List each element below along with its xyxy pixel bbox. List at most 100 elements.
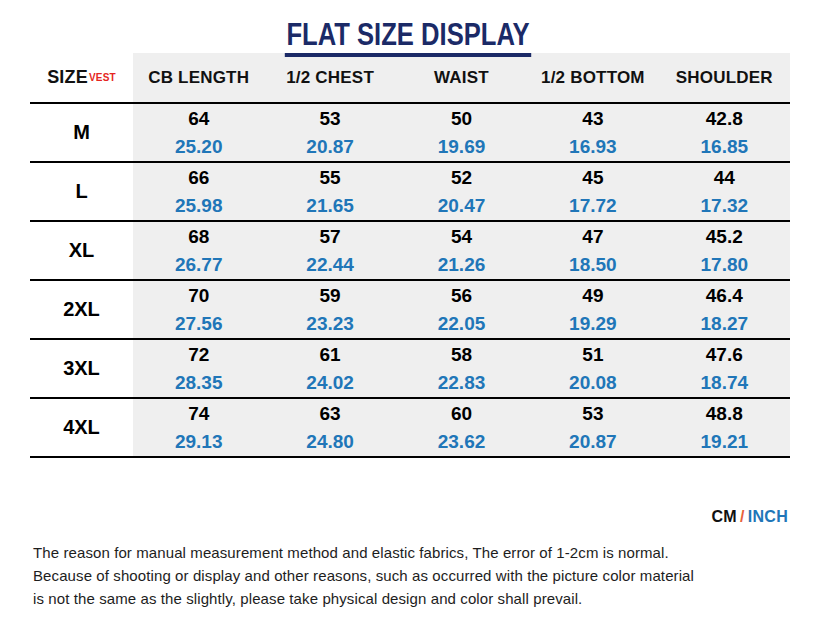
cm-value: 58 xyxy=(451,341,472,369)
cm-value: 53 xyxy=(320,105,341,133)
column-header: SHOULDER xyxy=(659,53,790,102)
table-header-row: SIZEVEST CB LENGTH1/2 CHESTWAIST1/2 BOTT… xyxy=(30,53,790,102)
inch-value: 27.56 xyxy=(175,310,223,338)
cm-value: 61 xyxy=(320,341,341,369)
cm-value: 51 xyxy=(582,341,603,369)
cm-value: 42.8 xyxy=(706,105,743,133)
inch-value: 23.62 xyxy=(438,428,486,456)
inch-value: 21.26 xyxy=(438,251,486,279)
inch-value: 18.50 xyxy=(569,251,617,279)
inch-value: 16.85 xyxy=(701,133,749,161)
inch-value: 22.05 xyxy=(438,310,486,338)
size-header-label: SIZE xyxy=(47,67,88,88)
measurement-cell: 5320.87 xyxy=(264,104,395,161)
inch-value: 26.77 xyxy=(175,251,223,279)
cm-value: 56 xyxy=(451,282,472,310)
cm-value: 49 xyxy=(582,282,603,310)
measurement-cell: 6625.98 xyxy=(133,163,264,220)
table-row: 3XL7228.356124.025822.835120.0847.618.74 xyxy=(30,338,790,397)
inch-value: 17.32 xyxy=(701,192,749,220)
measurement-cell: 5120.08 xyxy=(527,340,658,397)
inch-value: 24.80 xyxy=(306,428,354,456)
measurement-cell: 4517.72 xyxy=(527,163,658,220)
disclaimer-text: The reason for manual measurement method… xyxy=(33,541,694,610)
disclaimer-line-3: is not the same as the slightly, please … xyxy=(33,587,694,610)
inch-value: 20.47 xyxy=(438,192,486,220)
inch-value: 20.87 xyxy=(306,133,354,161)
measurement-cell: 46.418.27 xyxy=(659,281,790,338)
cm-value: 60 xyxy=(451,400,472,428)
cm-value: 64 xyxy=(188,105,209,133)
measurement-cell: 6324.80 xyxy=(264,399,395,456)
measurement-cell: 5320.87 xyxy=(527,399,658,456)
measurement-cell: 5521.65 xyxy=(264,163,395,220)
table-row: M6425.205320.875019.694316.9342.816.85 xyxy=(30,102,790,161)
cm-value: 50 xyxy=(451,105,472,133)
measurement-cell: 7429.13 xyxy=(133,399,264,456)
measurement-cell: 4316.93 xyxy=(527,104,658,161)
inch-value: 16.93 xyxy=(569,133,617,161)
size-label-cell: XL xyxy=(30,222,133,279)
cm-value: 55 xyxy=(320,164,341,192)
measurement-cell: 6826.77 xyxy=(133,222,264,279)
column-header: 1/2 CHEST xyxy=(264,53,395,102)
measurement-cell: 5622.05 xyxy=(396,281,527,338)
measurement-cell: 5923.23 xyxy=(264,281,395,338)
measurement-cell: 5822.83 xyxy=(396,340,527,397)
inch-value: 29.13 xyxy=(175,428,223,456)
cm-value: 54 xyxy=(451,223,472,251)
page-title-wrap: FLAT SIZE DISPLAY xyxy=(0,0,816,53)
measurement-cell: 45.217.80 xyxy=(659,222,790,279)
measurement-cell: 47.618.74 xyxy=(659,340,790,397)
inch-value: 17.72 xyxy=(569,192,617,220)
size-table: SIZEVEST CB LENGTH1/2 CHESTWAIST1/2 BOTT… xyxy=(30,53,790,458)
cm-value: 43 xyxy=(582,105,603,133)
size-chart-page: FLAT SIZE DISPLAY SIZEVEST CB LENGTH1/2 … xyxy=(0,0,816,619)
cm-value: 44 xyxy=(714,164,735,192)
inch-value: 20.08 xyxy=(569,369,617,397)
cm-value: 48.8 xyxy=(706,400,743,428)
cm-value: 70 xyxy=(188,282,209,310)
measurement-cell: 4417.32 xyxy=(659,163,790,220)
disclaimer-line-2: Because of shooting or display and other… xyxy=(33,564,694,587)
inch-value: 19.29 xyxy=(569,310,617,338)
measurement-cell: 5722.44 xyxy=(264,222,395,279)
measurement-cell: 5220.47 xyxy=(396,163,527,220)
size-label-cell: 2XL xyxy=(30,281,133,338)
inch-value: 19.69 xyxy=(438,133,486,161)
table-row: 2XL7027.565923.235622.054919.2946.418.27 xyxy=(30,279,790,338)
inch-value: 18.27 xyxy=(701,310,749,338)
cm-value: 47.6 xyxy=(706,341,743,369)
measurement-cell: 6023.62 xyxy=(396,399,527,456)
cm-value: 72 xyxy=(188,341,209,369)
inch-value: 17.80 xyxy=(701,251,749,279)
cm-value: 52 xyxy=(451,164,472,192)
cm-value: 68 xyxy=(188,223,209,251)
inch-value: 22.83 xyxy=(438,369,486,397)
inch-value: 24.02 xyxy=(306,369,354,397)
inch-value: 22.44 xyxy=(306,251,354,279)
inch-value: 25.98 xyxy=(175,192,223,220)
page-title: FLAT SIZE DISPLAY xyxy=(285,17,531,57)
measurement-cell: 5421.26 xyxy=(396,222,527,279)
inch-value: 21.65 xyxy=(306,192,354,220)
measurement-cell: 4718.50 xyxy=(527,222,658,279)
cm-value: 45 xyxy=(582,164,603,192)
cm-value: 74 xyxy=(188,400,209,428)
cm-value: 53 xyxy=(582,400,603,428)
inch-value: 28.35 xyxy=(175,369,223,397)
cm-value: 59 xyxy=(320,282,341,310)
units-separator: / xyxy=(740,508,745,525)
table-row: L6625.985521.655220.474517.724417.32 xyxy=(30,161,790,220)
cm-value: 45.2 xyxy=(706,223,743,251)
column-header: CB LENGTH xyxy=(133,53,264,102)
inch-value: 19.21 xyxy=(701,428,749,456)
table-row: 4XL7429.136324.806023.625320.8748.819.21 xyxy=(30,397,790,456)
size-label-cell: L xyxy=(30,163,133,220)
inch-value: 18.74 xyxy=(701,369,749,397)
cm-value: 47 xyxy=(582,223,603,251)
size-label-cell: M xyxy=(30,104,133,161)
size-header-cell: SIZEVEST xyxy=(30,53,133,102)
table-row: XL6826.775722.445421.264718.5045.217.80 xyxy=(30,220,790,279)
units-cm-label: CM xyxy=(711,508,736,525)
